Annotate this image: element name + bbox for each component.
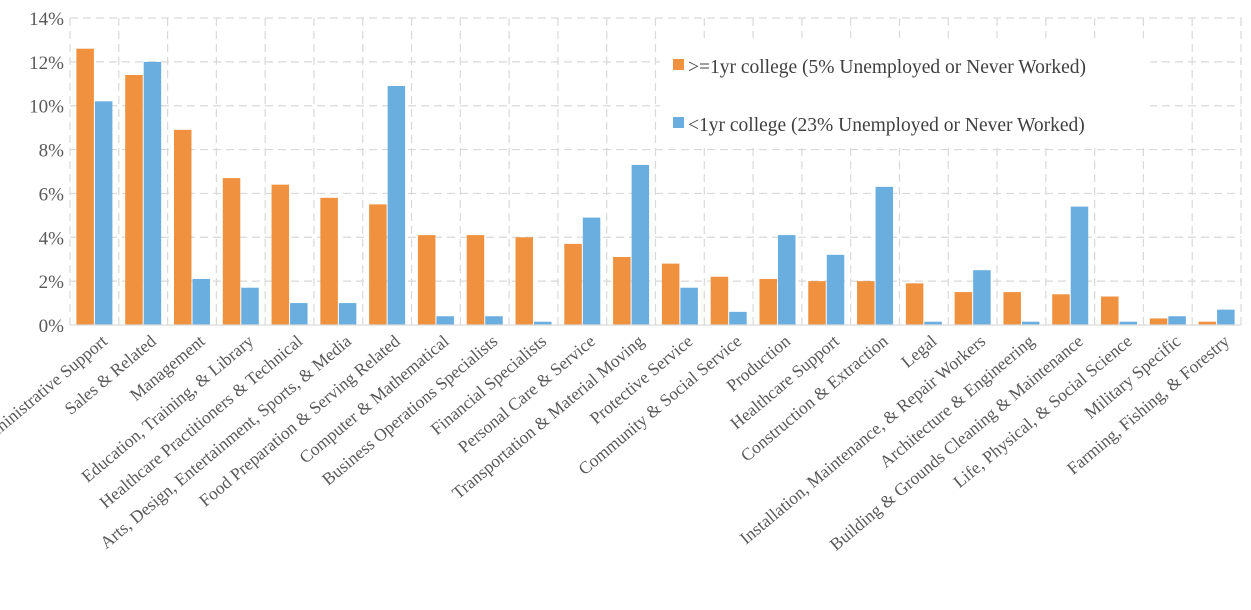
bar-series-1: [436, 316, 454, 325]
bar-series-0: [661, 263, 680, 325]
bar-series-0: [76, 48, 94, 325]
bar-series-0: [1101, 296, 1119, 325]
bar-series-1: [338, 303, 357, 325]
bar-series-1: [875, 186, 894, 325]
bar-series-0: [173, 129, 192, 325]
bar-series-0: [369, 204, 387, 325]
bar-series-0: [759, 278, 777, 325]
bar-series-1: [680, 287, 698, 325]
bar-series-0: [1003, 292, 1021, 325]
bar-series-0: [1149, 318, 1168, 325]
bar-series-0: [125, 75, 143, 325]
bar-series-1: [582, 217, 601, 325]
bar-series-1: [1021, 321, 1040, 325]
legend-swatch-series-1: [673, 117, 684, 128]
bar-series-0: [808, 281, 826, 325]
bars: [76, 48, 1235, 325]
bar-series-0: [1198, 321, 1217, 325]
gridlines: [69, 17, 1242, 325]
bar-series-1: [192, 278, 210, 325]
bar-series-1: [1070, 206, 1089, 325]
bar-series-0: [1052, 294, 1070, 325]
legend-label-series-1: <1yr college (23% Unemployed or Never Wo…: [688, 115, 1085, 136]
bar-series-0: [710, 276, 729, 325]
bar-series-1: [94, 101, 113, 325]
bar-series-0: [857, 281, 875, 325]
bar-series-1: [729, 311, 747, 325]
bar-series-1: [631, 164, 650, 325]
bar-series-1: [485, 316, 503, 325]
bar-series-1: [241, 287, 259, 325]
bar-series-0: [905, 283, 924, 325]
bar-series-1: [826, 254, 845, 325]
bar-series-1: [387, 85, 406, 325]
legend-swatch-series-0: [673, 59, 684, 70]
legend-background: [660, 38, 1150, 148]
legend-label-series-0: >=1yr college (5% Unemployed or Never Wo…: [688, 57, 1086, 78]
bar-series-1: [777, 235, 796, 325]
y-tick-label: 2%: [39, 272, 65, 293]
bar-series-0: [417, 235, 436, 325]
bar-series-1: [1168, 316, 1186, 325]
bar-series-0: [222, 178, 241, 325]
y-tick-label: 14%: [29, 9, 64, 30]
bar-series-1: [973, 270, 991, 325]
y-tick-label: 4%: [39, 228, 65, 249]
y-tick-label: 0%: [39, 316, 65, 337]
bar-series-0: [564, 243, 582, 325]
bar-series-0: [954, 292, 973, 325]
bar-series-1: [1217, 309, 1235, 325]
bar-series-1: [924, 321, 942, 325]
bar-series-0: [271, 184, 290, 325]
bar-series-1: [534, 321, 552, 325]
bar-series-0: [320, 197, 338, 325]
y-tick-label: 6%: [39, 184, 65, 205]
bar-series-1: [290, 303, 308, 325]
bar-series-1: [1119, 321, 1138, 325]
bar-series-1: [143, 61, 162, 325]
y-axis: 0% 2% 4% 6% 8% 10% 12% 14%: [29, 9, 64, 337]
y-tick-label: 8%: [39, 141, 65, 162]
bar-series-0: [466, 235, 485, 325]
bar-series-0: [515, 237, 534, 325]
y-tick-label: 10%: [29, 97, 64, 118]
bar-series-0: [613, 257, 631, 325]
legend: >=1yr college (5% Unemployed or Never Wo…: [660, 38, 1150, 148]
y-tick-label: 12%: [29, 53, 64, 74]
